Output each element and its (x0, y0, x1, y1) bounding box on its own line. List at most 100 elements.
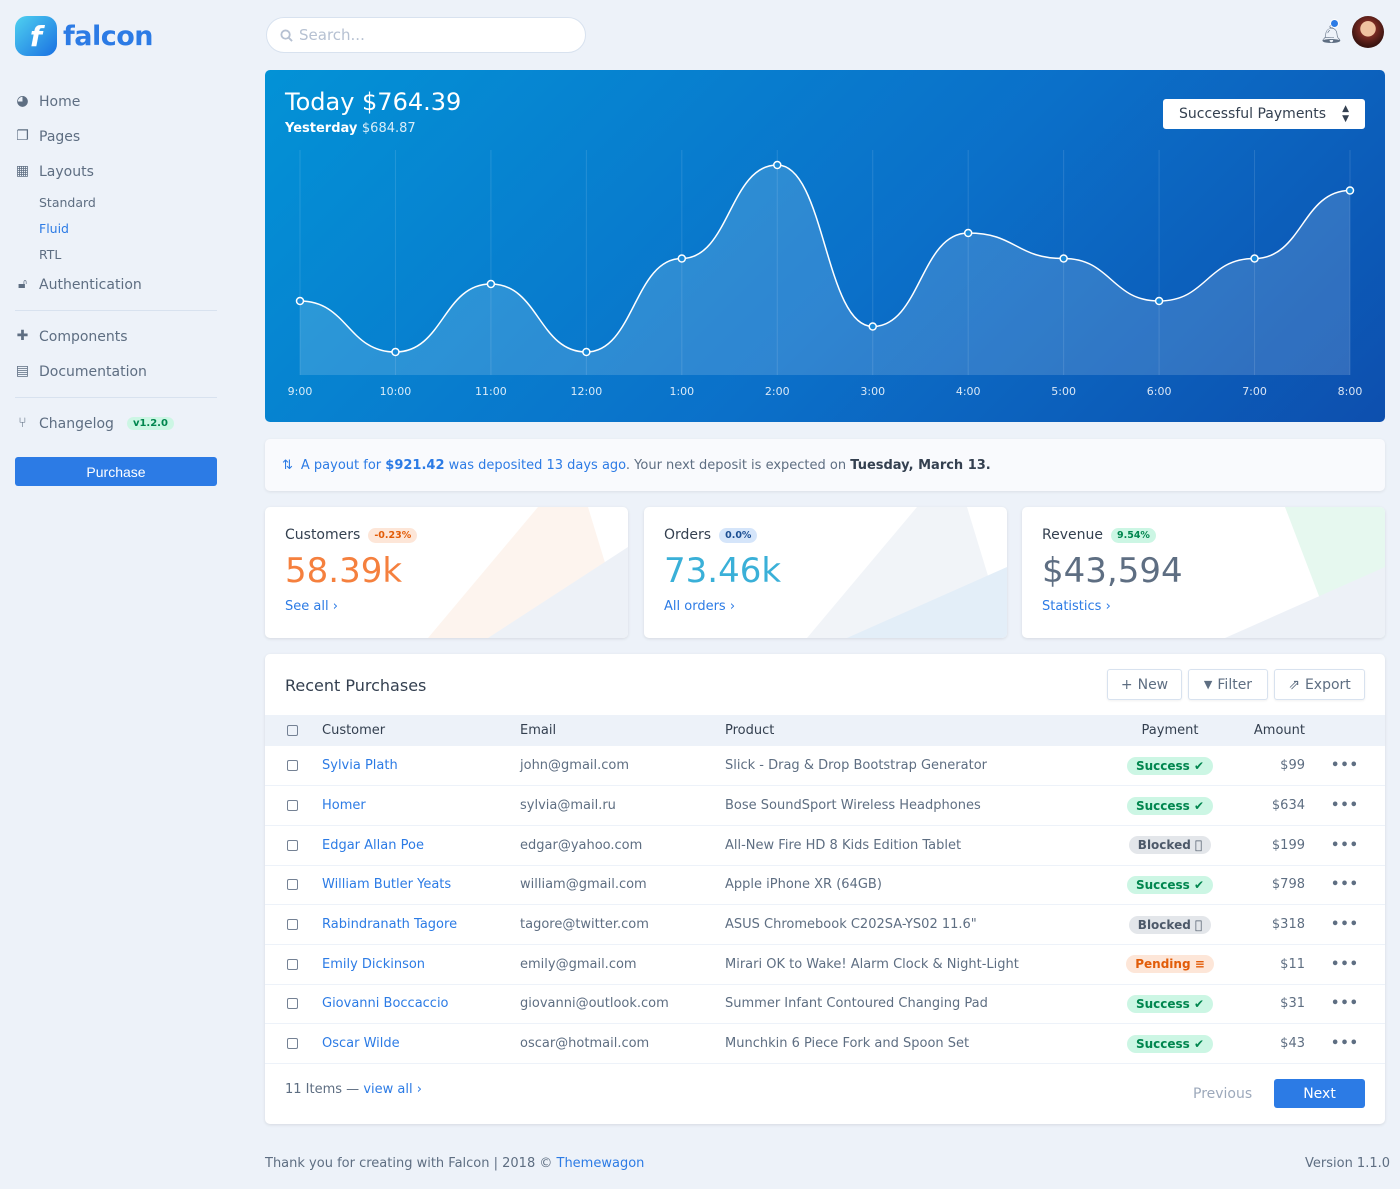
exchange-icon: ⇅ (282, 457, 293, 473)
payments-chart: 9:00 10:00 11:00 12:00 1:00 2:00 3:00 4:00 5:00 6… (288, 150, 1362, 398)
purchase-button[interactable]: Purchase (15, 457, 217, 486)
footer-text: Thank you for creating with Falcon | 201… (265, 1156, 644, 1171)
data-point[interactable] (391, 347, 400, 357)
area-fill (300, 165, 1350, 375)
stat-label: Orders 0.0% (664, 527, 758, 543)
data-point[interactable] (773, 160, 782, 170)
payment-type-select[interactable]: Successful Payments ▲ ▼ (1163, 99, 1365, 129)
logo[interactable]: f falcon (15, 16, 154, 56)
label: view all (363, 1082, 413, 1097)
divider (15, 397, 217, 398)
row-checkbox[interactable] (287, 760, 298, 772)
x-tick-label: 1:00 (669, 385, 694, 398)
sidebar-item-home[interactable]: ◕ Home (15, 84, 217, 119)
col-email[interactable]: Email (520, 715, 725, 746)
customer-link[interactable]: Edgar Allan Poe (322, 825, 520, 866)
sidebar-item-documentation[interactable]: ▤ Documentation (15, 354, 217, 389)
success-icon: ✔ (1193, 877, 1205, 892)
more-actions-icon[interactable]: ••• (1331, 758, 1359, 774)
more-actions-icon[interactable]: ••• (1331, 837, 1359, 853)
status-badge: Success ✔ (1126, 994, 1214, 1013)
filter-button[interactable]: ▼ Filter (1188, 669, 1268, 700)
row-checkbox[interactable] (287, 998, 298, 1010)
stat-label: Customers -0.23% (285, 527, 418, 543)
x-tick-label: 9:00 (288, 385, 313, 398)
purchases-table: Customer Email Product Payment Amount Sy… (265, 715, 1385, 1064)
data-point[interactable] (1059, 254, 1068, 263)
x-tick-label: 3:00 (860, 385, 885, 398)
label: Export (1304, 676, 1351, 693)
col-amount[interactable]: Amount (1215, 715, 1305, 746)
row-checkbox[interactable] (287, 919, 298, 931)
next-button[interactable]: Next (1274, 1079, 1365, 1108)
sidebar-item-layouts[interactable]: ▦ Layouts (15, 154, 217, 189)
see-all-link[interactable]: See all › (285, 599, 338, 614)
row-checkbox[interactable] (287, 839, 298, 851)
all-orders-link[interactable]: All orders › (664, 599, 736, 614)
product: Slick - Drag & Drop Bootstrap Generator (725, 746, 1125, 787)
sidebar-item-pages[interactable]: ❐ Pages (15, 119, 217, 154)
version-text: Version 1.1.0 (1305, 1156, 1391, 1171)
previous-button[interactable]: Previous (1193, 1086, 1253, 1102)
amount: $634 (1215, 785, 1305, 826)
more-actions-icon[interactable]: ••• (1331, 996, 1359, 1012)
view-all-link[interactable]: view all › (363, 1082, 422, 1097)
x-tick-label: 6:00 (1147, 385, 1172, 398)
more-actions-icon[interactable]: ••• (1331, 798, 1359, 814)
customer-link[interactable]: Sylvia Plath (322, 746, 520, 787)
themewagon-link[interactable]: Themewagon (556, 1156, 645, 1171)
data-point[interactable] (1250, 254, 1259, 263)
export-button[interactable]: ⇗ Export (1274, 669, 1365, 700)
row-checkbox[interactable] (287, 879, 298, 891)
data-point[interactable] (582, 347, 591, 357)
stat-value: 58.39k (285, 551, 403, 591)
more-actions-icon[interactable]: ••• (1331, 956, 1359, 972)
status-badge: Blocked ⃠ (1128, 836, 1212, 855)
data-point[interactable] (868, 322, 877, 331)
customer-link[interactable]: William Butler Yeats (322, 865, 520, 906)
avatar[interactable] (1352, 16, 1384, 48)
row-checkbox[interactable] (287, 800, 298, 812)
sidebar-item-changelog[interactable]: ⑂ Changelog v1.2.0 (15, 406, 217, 441)
x-tick-label: 7:00 (1242, 385, 1267, 398)
col-customer[interactable]: Customer (322, 715, 520, 746)
external-link-icon: ⇗ (1288, 676, 1300, 693)
x-tick-label: 5:00 (1051, 385, 1076, 398)
data-point[interactable] (1154, 296, 1164, 306)
status-badge: Success ✔ (1126, 1034, 1214, 1053)
row-checkbox[interactable] (287, 1038, 298, 1050)
data-point[interactable] (486, 279, 496, 289)
col-payment[interactable]: Payment (1125, 715, 1215, 746)
bell-icon[interactable]: 🔔︎ (1320, 24, 1343, 45)
sidebar-sub-rtl[interactable]: RTL (39, 246, 62, 262)
status-label: Blocked (1137, 838, 1191, 853)
customer-link[interactable]: Oscar Wilde (322, 1023, 520, 1064)
yesterday-label: Yesterday (285, 121, 358, 136)
col-product[interactable]: Product (725, 715, 1125, 746)
more-actions-icon[interactable]: ••• (1331, 877, 1359, 893)
select-all-checkbox[interactable] (287, 725, 298, 736)
customer-link[interactable]: Homer (322, 785, 520, 826)
more-actions-icon[interactable]: ••• (1331, 1036, 1359, 1052)
product: Apple iPhone XR (64GB) (725, 865, 1125, 906)
customer-link[interactable]: Emily Dickinson (322, 944, 520, 985)
amount: $99 (1215, 746, 1305, 787)
statistics-link[interactable]: Statistics › (1042, 599, 1111, 614)
new-button[interactable]: + New (1107, 669, 1182, 700)
data-point[interactable] (677, 254, 687, 263)
data-point[interactable] (963, 228, 973, 238)
customer-link[interactable]: Giovanni Boccaccio (322, 984, 520, 1025)
status-label: Success (1135, 798, 1190, 813)
more-actions-icon[interactable]: ••• (1331, 917, 1359, 933)
customer-link[interactable]: Rabindranath Tagore (322, 904, 520, 945)
row-checkbox[interactable] (287, 958, 298, 970)
payout-amount: $921.42 (385, 457, 445, 473)
data-point[interactable] (1345, 186, 1355, 195)
sidebar-sub-standard[interactable]: Standard (39, 194, 96, 210)
sidebar-item-authentication[interactable]: 🔓︎ Authentication (15, 267, 217, 302)
sidebar-sub-fluid[interactable]: Fluid (39, 220, 69, 236)
sidebar-item-components[interactable]: ✚ Components (15, 319, 217, 354)
search-input[interactable]: Search... (266, 17, 586, 53)
data-point[interactable] (295, 296, 305, 306)
success-icon: ✔ (1193, 996, 1205, 1011)
